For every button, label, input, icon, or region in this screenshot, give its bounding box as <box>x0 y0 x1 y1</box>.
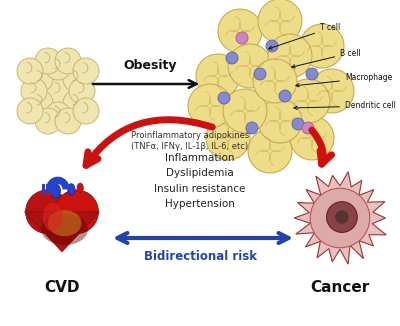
Circle shape <box>300 24 344 68</box>
Circle shape <box>17 98 43 124</box>
Circle shape <box>26 190 69 234</box>
Polygon shape <box>294 172 386 264</box>
Circle shape <box>21 78 47 104</box>
Polygon shape <box>42 184 45 195</box>
Polygon shape <box>24 212 100 252</box>
Circle shape <box>253 59 297 103</box>
Circle shape <box>45 102 71 128</box>
Ellipse shape <box>48 210 82 236</box>
Text: Obesity: Obesity <box>123 60 177 72</box>
Circle shape <box>326 202 357 232</box>
Circle shape <box>292 118 304 130</box>
Text: Cancer: Cancer <box>310 280 370 295</box>
Circle shape <box>63 90 89 116</box>
Ellipse shape <box>77 183 83 193</box>
Circle shape <box>223 89 267 133</box>
Circle shape <box>206 116 250 160</box>
Circle shape <box>226 52 238 64</box>
Circle shape <box>69 78 95 104</box>
Circle shape <box>254 68 266 80</box>
Circle shape <box>35 108 61 134</box>
Circle shape <box>35 48 61 74</box>
Circle shape <box>268 34 312 78</box>
Circle shape <box>248 129 292 173</box>
Circle shape <box>27 66 53 92</box>
Circle shape <box>246 122 258 134</box>
Text: CVD: CVD <box>44 280 80 295</box>
Circle shape <box>228 44 272 88</box>
Polygon shape <box>46 184 50 195</box>
Ellipse shape <box>41 214 88 245</box>
Circle shape <box>286 79 330 123</box>
Circle shape <box>310 69 354 113</box>
Text: Dendritic cell: Dendritic cell <box>294 101 396 111</box>
Circle shape <box>17 58 43 84</box>
Polygon shape <box>50 184 54 195</box>
Circle shape <box>306 68 318 80</box>
Circle shape <box>196 54 240 98</box>
Ellipse shape <box>43 203 62 231</box>
Text: Macrophage: Macrophage <box>296 73 392 87</box>
Circle shape <box>55 108 81 134</box>
Circle shape <box>335 210 349 224</box>
Circle shape <box>73 98 99 124</box>
Circle shape <box>27 90 53 116</box>
Text: Inflammation
Dyslipidemia
Insulin resistance
Hypertension: Inflammation Dyslipidemia Insulin resist… <box>154 153 246 209</box>
Text: Bidirectional risk: Bidirectional risk <box>144 249 256 262</box>
Circle shape <box>290 116 334 160</box>
Circle shape <box>55 48 81 74</box>
Circle shape <box>63 66 89 92</box>
Circle shape <box>302 122 314 134</box>
Circle shape <box>258 99 302 143</box>
Circle shape <box>279 90 291 102</box>
Text: T cell: T cell <box>269 23 340 49</box>
Circle shape <box>310 188 370 248</box>
Circle shape <box>45 78 71 104</box>
Circle shape <box>258 0 302 43</box>
Circle shape <box>55 190 98 234</box>
Text: B cell: B cell <box>292 49 361 68</box>
Circle shape <box>73 58 99 84</box>
Ellipse shape <box>51 184 60 198</box>
Circle shape <box>218 92 230 104</box>
Text: Proinflammatory adipokines
(TNFα, IFNγ, IL-1β, IL-6, etc): Proinflammatory adipokines (TNFα, IFNγ, … <box>131 131 249 151</box>
Ellipse shape <box>68 184 75 195</box>
Circle shape <box>236 32 248 44</box>
Circle shape <box>188 84 232 128</box>
Circle shape <box>266 40 278 52</box>
Circle shape <box>45 54 71 80</box>
Circle shape <box>218 9 262 53</box>
